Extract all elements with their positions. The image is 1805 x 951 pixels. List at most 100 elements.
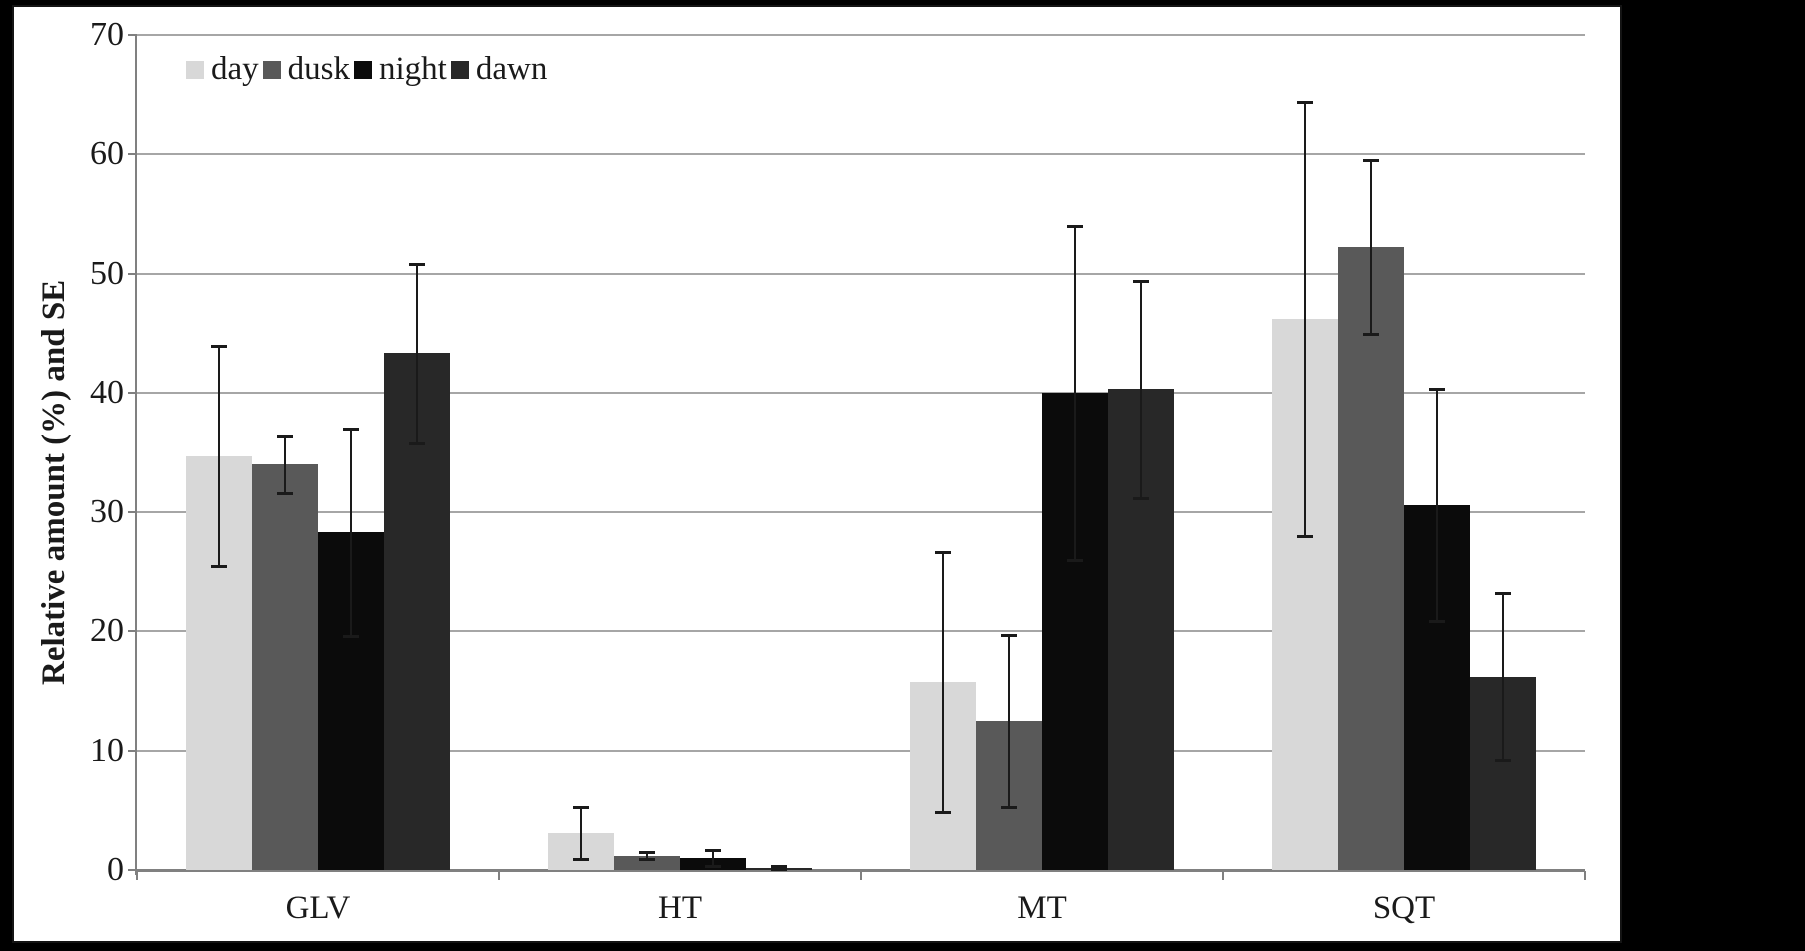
error-bar-cap-top (1067, 224, 1083, 228)
bar-dusk-SQT (1338, 247, 1404, 870)
chart-figure: Relative amount (%) and SE 0 10 20 30 40 50 60… (12, 5, 1622, 943)
x-axis-tick (860, 871, 862, 880)
error-bar-cap-top (771, 865, 787, 869)
error-bar-dusk-MT (1008, 635, 1010, 807)
gridline-70 (137, 34, 1585, 36)
y-tick-label: 20 (90, 612, 124, 650)
y-axis-tick (128, 391, 137, 394)
legend-label-dawn: dawn (475, 51, 548, 87)
legend-swatch-day (186, 60, 204, 79)
error-bar-cap-top (705, 848, 721, 852)
error-bar-cap-bottom (211, 564, 227, 568)
error-bar-cap-top (1495, 592, 1511, 596)
error-bar-cap-top (1363, 159, 1379, 163)
error-bar-cap-top (409, 263, 425, 267)
legend-swatch-dawn (450, 60, 469, 79)
error-bar-night-SQT (1436, 389, 1438, 621)
bar-dusk-GLV (252, 464, 318, 870)
error-bar-cap-top (211, 345, 227, 349)
error-bar-night-MT (1074, 225, 1076, 560)
error-bar-cap-bottom (705, 865, 721, 869)
y-tick-label: 60 (90, 135, 124, 173)
error-bar-night-HT (712, 849, 714, 867)
error-bar-day-SQT (1304, 101, 1306, 536)
y-tick-label: 0 (107, 851, 124, 888)
plot-area: 0 10 20 30 40 50 60 70 GLV HT MT SQT (14, 7, 1620, 941)
error-bar-day-HT (580, 806, 582, 860)
error-bar-cap-bottom (935, 810, 951, 814)
error-bar-cap-bottom (1363, 333, 1379, 337)
legend-label-night: night (379, 51, 447, 87)
x-axis-tick (1222, 871, 1224, 880)
error-bar-cap-top (639, 851, 655, 855)
y-axis-tick (128, 153, 137, 156)
gridline-30 (137, 511, 1585, 514)
legend-swatch-night (354, 60, 372, 79)
error-bar-cap-bottom (1133, 496, 1149, 500)
x-category-label-SQT: SQT (1372, 890, 1436, 926)
y-tick-label: 40 (90, 373, 124, 411)
error-bar-dawn-SQT (1502, 593, 1504, 761)
error-bar-cap-bottom (1067, 558, 1083, 562)
x-axis-tick (1584, 871, 1586, 880)
y-tick-label: 70 (90, 16, 124, 53)
x-category-label-HT: HT (658, 890, 702, 926)
error-bar-cap-bottom (573, 858, 589, 862)
error-bar-cap-bottom (1495, 759, 1511, 763)
legend: day dusk night dawn (186, 53, 551, 86)
error-bar-cap-bottom (343, 635, 359, 639)
y-tick-label: 10 (90, 731, 124, 769)
error-bar-cap-top (1297, 100, 1313, 104)
y-tick-label: 30 (90, 493, 124, 531)
error-bar-cap-top (1001, 634, 1017, 637)
x-axis-tick (136, 871, 138, 880)
legend-item-night: night (354, 53, 447, 86)
error-bar-cap-top (343, 427, 359, 431)
error-bar-cap-bottom (1297, 535, 1313, 538)
y-axis-tick (128, 869, 137, 871)
error-bar-dusk-SQT (1370, 160, 1372, 335)
error-bar-dawn-MT (1140, 280, 1142, 498)
error-bar-day-GLV (218, 346, 220, 566)
error-bar-cap-bottom (277, 492, 293, 496)
error-bar-cap-top (277, 434, 293, 438)
error-bar-dusk-GLV (284, 435, 286, 494)
error-bar-dawn-GLV (416, 264, 418, 443)
legend-label-dusk: dusk (287, 51, 350, 87)
y-axis-tick (128, 511, 137, 514)
gridline-20 (137, 630, 1585, 633)
y-axis-tick (128, 749, 137, 752)
error-bar-cap-top (573, 805, 589, 809)
gridline-10 (137, 749, 1585, 752)
error-bar-day-MT (942, 551, 944, 812)
error-bar-cap-bottom (1001, 805, 1017, 809)
legend-label-day: day (211, 51, 259, 87)
error-bar-night-GLV (350, 428, 352, 637)
bar-dusk-HT (614, 855, 680, 870)
x-category-label-GLV: GLV (285, 890, 351, 926)
error-bar-cap-bottom (639, 858, 655, 862)
legend-swatch-dusk (262, 60, 281, 79)
x-axis-line (135, 869, 1585, 872)
x-axis-tick (498, 871, 500, 880)
error-bar-cap-bottom (771, 867, 787, 871)
legend-item-dawn: dawn (450, 51, 548, 87)
y-axis-tick (128, 272, 137, 275)
error-bar-cap-bottom (1429, 619, 1445, 623)
gridline-50 (137, 272, 1585, 275)
y-axis-tick (128, 34, 137, 36)
gridline-40 (137, 391, 1585, 394)
error-bar-cap-bottom (409, 441, 425, 445)
legend-item-day: day (186, 53, 259, 86)
y-axis-tick (128, 630, 137, 633)
error-bar-cap-top (1133, 279, 1149, 283)
error-bar-cap-top (935, 550, 951, 554)
error-bar-dusk-HT (646, 852, 648, 860)
y-tick-label: 50 (90, 254, 124, 292)
y-axis-line (135, 35, 137, 875)
gridline-60 (137, 153, 1585, 156)
error-bar-cap-top (1429, 388, 1445, 392)
legend-item-dusk: dusk (262, 51, 350, 87)
x-category-label-MT: MT (1017, 890, 1067, 926)
